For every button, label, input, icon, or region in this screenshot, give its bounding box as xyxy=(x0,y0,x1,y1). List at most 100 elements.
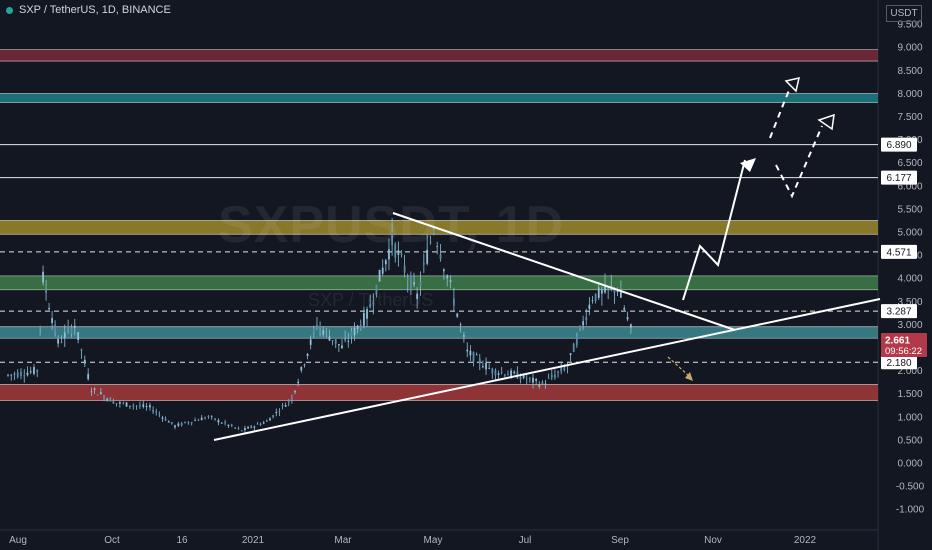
candle-body xyxy=(93,388,96,390)
price-axis-tick-label: 3.500 xyxy=(897,297,922,308)
candle-body xyxy=(322,330,325,335)
candle-body xyxy=(303,364,306,366)
candle-body xyxy=(449,280,452,283)
candle-body xyxy=(306,353,309,356)
support-resistance-zone xyxy=(0,326,878,339)
candle-body xyxy=(532,377,534,383)
time-axis-tick-label: 16 xyxy=(176,535,188,546)
price-level-tag xyxy=(881,244,917,259)
candle-body xyxy=(16,372,19,378)
candle-body xyxy=(200,417,203,421)
candle-body xyxy=(459,324,462,326)
candle-body xyxy=(149,405,151,408)
last-price-value: 2.661 xyxy=(885,336,910,347)
candle-body xyxy=(217,420,220,423)
candle-body xyxy=(623,307,626,310)
candle-body xyxy=(372,302,375,304)
candle-body xyxy=(125,402,128,407)
candle-body xyxy=(210,416,213,418)
candle-body xyxy=(594,293,597,301)
candle-body xyxy=(366,309,368,319)
candle-body xyxy=(591,300,594,302)
candle-body xyxy=(394,244,397,258)
candle-body xyxy=(190,422,193,424)
candle-body xyxy=(73,325,76,328)
candle-body xyxy=(400,253,403,255)
bar-countdown-timer: 09:56:22 xyxy=(885,346,922,357)
price-axis-tick-label: 1.000 xyxy=(897,412,922,423)
candle-body xyxy=(96,394,99,396)
candle-body xyxy=(560,367,563,372)
candle-body xyxy=(297,381,300,384)
candle-body xyxy=(63,332,66,339)
time-axis-tick-label: Jul xyxy=(519,535,532,546)
candle-body xyxy=(26,372,29,376)
candle-body xyxy=(416,293,419,299)
candle-body xyxy=(607,287,610,289)
candle-body xyxy=(109,397,112,402)
candle-body xyxy=(466,349,469,352)
candle-body xyxy=(87,373,90,380)
candle-body xyxy=(525,378,528,380)
candle-body xyxy=(452,298,455,306)
candle-body xyxy=(328,336,331,341)
candle-body xyxy=(112,400,115,404)
candle-body xyxy=(334,339,337,344)
candle-body xyxy=(284,405,287,407)
projected-dashed-arrowhead xyxy=(784,76,801,93)
ascending-support-trendline xyxy=(213,298,881,441)
candle-body xyxy=(265,420,268,422)
candle-body xyxy=(177,423,180,426)
support-resistance-zone xyxy=(0,93,878,103)
candle-body xyxy=(250,425,253,428)
candle-body xyxy=(513,371,516,374)
candle-body xyxy=(309,339,312,345)
candle-body xyxy=(132,405,135,407)
time-axis-tick-label: Oct xyxy=(104,535,120,546)
candle-body xyxy=(544,383,547,385)
candle-body xyxy=(344,338,347,341)
candle-body xyxy=(550,374,553,378)
candle-body xyxy=(626,317,629,320)
candle-body xyxy=(54,324,56,333)
candle-body xyxy=(240,430,243,432)
price-axis-tick-label: 8.500 xyxy=(897,66,922,77)
currency-unit-badge[interactable]: USDT xyxy=(886,5,922,22)
time-axis-tick-label: Nov xyxy=(704,535,722,546)
candle-body xyxy=(432,230,435,233)
symbol-header[interactable]: SXP / TetherUS, 1D, BINANCE xyxy=(6,4,171,16)
price-level-tag-label: 6.890 xyxy=(886,140,911,151)
candle-body xyxy=(403,265,406,273)
candle-body xyxy=(214,418,216,420)
candle-body xyxy=(275,411,278,414)
candle-body xyxy=(341,345,343,349)
candle-body xyxy=(45,289,47,293)
candle-body xyxy=(244,427,246,430)
support-resistance-zone xyxy=(0,49,878,62)
candle-body xyxy=(7,374,9,376)
candle-body xyxy=(497,373,500,375)
candle-body xyxy=(194,420,196,422)
candle-body xyxy=(281,405,284,407)
candle-body xyxy=(118,402,121,404)
candle-body xyxy=(33,367,35,374)
candle-body xyxy=(90,391,93,393)
candle-body xyxy=(269,418,271,421)
candle-body xyxy=(220,422,223,424)
projected-path-arrowhead xyxy=(740,158,756,172)
candle-body xyxy=(57,339,59,344)
candle-body xyxy=(20,371,22,376)
candle-body xyxy=(10,374,13,376)
candle-body xyxy=(585,316,588,321)
candle-body xyxy=(83,359,86,364)
price-axis-tick-label: 0.000 xyxy=(897,459,922,470)
candle-body xyxy=(197,419,200,421)
candle-body xyxy=(139,405,141,407)
price-axis-tick-label: 6.000 xyxy=(897,181,922,192)
candle-body xyxy=(337,344,340,346)
candle-body xyxy=(528,377,531,379)
candle-body xyxy=(429,241,432,243)
candle-body xyxy=(582,321,585,326)
